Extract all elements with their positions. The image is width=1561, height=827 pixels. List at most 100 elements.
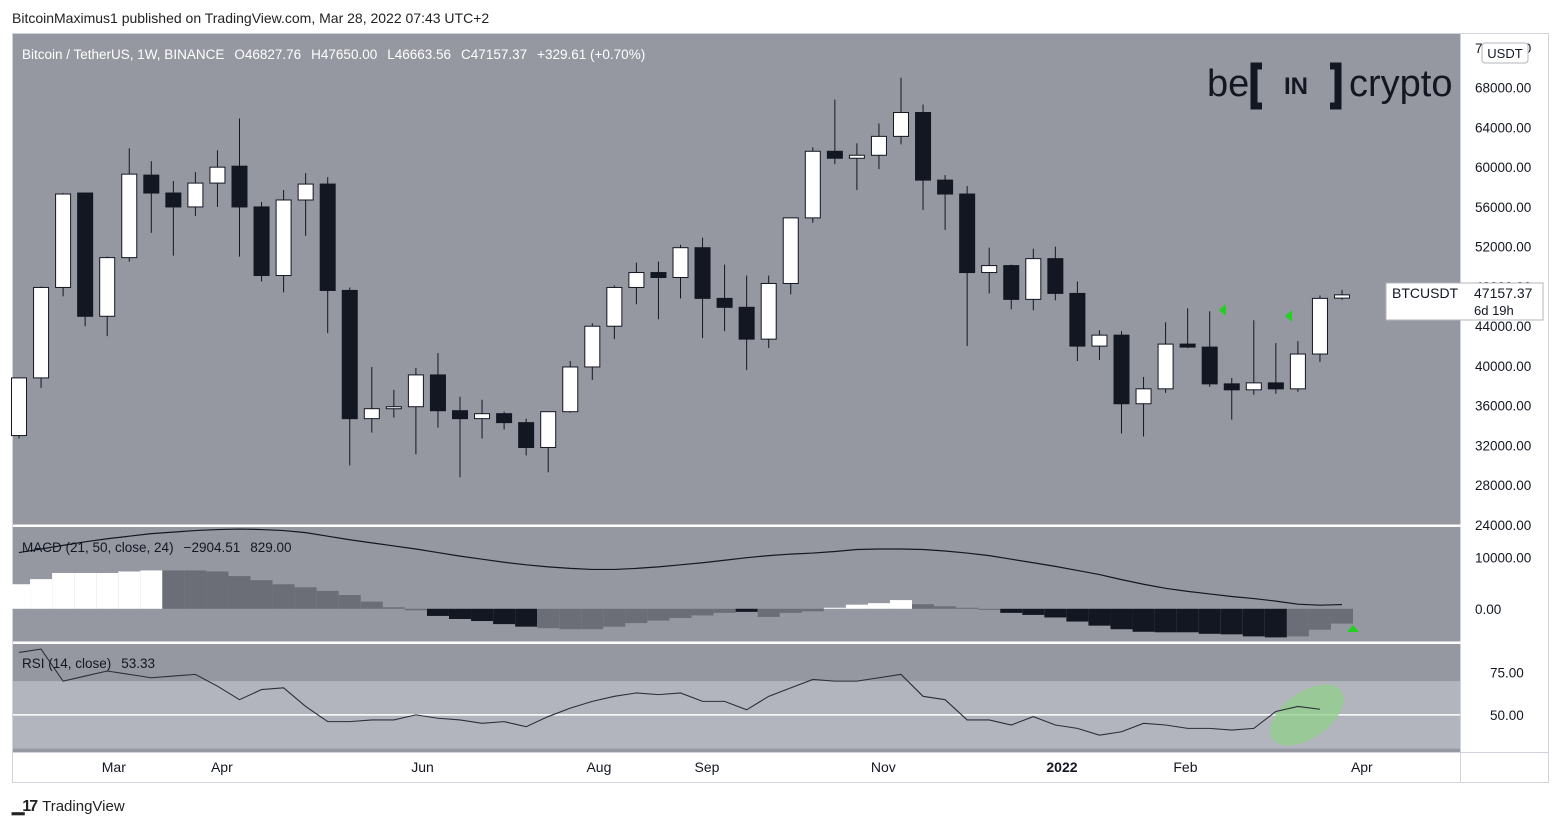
bear-candle	[231, 165, 248, 208]
bull-candle	[187, 182, 204, 208]
bull-candle	[1289, 353, 1306, 390]
last-price-label: BTCUSDT 47157.37 6d 19h	[1385, 282, 1544, 321]
price-tick-label: 44000.00	[1475, 319, 1531, 334]
bull-candle	[760, 282, 777, 340]
rsi-line	[18, 648, 1321, 736]
bear-candle	[253, 206, 270, 277]
bull-candle	[33, 286, 50, 379]
macd-histogram-bar	[1308, 608, 1331, 630]
macd-histogram-bar	[360, 601, 383, 609]
bear-candle	[1201, 346, 1218, 385]
bear-candle	[1179, 343, 1196, 348]
macd-histogram-bar	[30, 579, 53, 609]
macd-histogram-bar	[162, 570, 185, 609]
bull-candle	[1135, 388, 1152, 405]
bear-candle	[959, 193, 976, 274]
time-axis-label: Nov	[871, 759, 896, 775]
macd-histogram-bar	[250, 580, 273, 609]
time-axis-label: Sep	[694, 759, 719, 775]
macd-value: −2904.51	[184, 540, 241, 555]
time-axis-label: Apr	[211, 759, 233, 775]
bear-candle	[937, 179, 954, 195]
bull-candle	[55, 193, 72, 288]
bull-candle	[385, 406, 402, 410]
macd-histogram-bar	[272, 584, 295, 609]
macd-histogram-bar	[823, 607, 846, 609]
macd-histogram-bar	[779, 608, 802, 613]
time-axis-label: Jun	[411, 759, 434, 775]
macd-histogram-bar	[52, 573, 75, 609]
macd-tick-label: 0.00	[1475, 602, 1501, 617]
macd-histogram-bar	[867, 603, 890, 609]
rsi-tick-label: 75.00	[1490, 666, 1524, 681]
macd-signal-value: 829.00	[250, 540, 291, 555]
price-tick-label: 56000.00	[1475, 200, 1531, 215]
bear-candle	[1003, 265, 1020, 300]
rsi-tick-label: 50.00	[1490, 708, 1524, 723]
price-axis[interactable]	[1460, 34, 1548, 752]
footer-brand[interactable]: ▁17 TradingView	[12, 796, 125, 816]
bear-candle	[915, 112, 932, 181]
watermark-crypto: crypto	[1349, 63, 1452, 105]
watermark-brackets-icon	[1250, 62, 1342, 110]
watermark-be: be	[1207, 63, 1249, 105]
macd-legend: MACD (21, 50, close, 24) −2904.51 829.00	[22, 540, 292, 555]
macd-histogram-bar	[845, 604, 868, 609]
bull-candle	[1157, 343, 1174, 390]
bear-candle	[496, 413, 513, 424]
macd-histogram-bar	[956, 607, 979, 609]
bear-candle	[716, 297, 733, 308]
macd-histogram-bar	[493, 608, 516, 625]
macd-histogram-bar	[537, 608, 560, 629]
bull-candle	[606, 286, 623, 327]
macd-histogram-bar	[890, 600, 912, 609]
macd-histogram-bar	[515, 608, 538, 627]
macd-histogram-bar	[74, 573, 97, 609]
macd-histogram-bar	[1066, 608, 1089, 622]
macd-histogram-bar	[1264, 608, 1287, 638]
bear-candle	[738, 306, 755, 340]
bull-candle	[584, 325, 601, 368]
bull-candle	[209, 166, 226, 184]
bear-candle	[826, 150, 843, 159]
macd-histogram-bar	[1000, 608, 1023, 613]
macd-histogram-bar	[603, 608, 626, 627]
macd-histogram-bar	[228, 576, 251, 609]
bull-candle	[1311, 297, 1328, 355]
bull-candle	[672, 247, 689, 279]
bull-candle	[893, 112, 909, 137]
macd-histogram-bar	[96, 573, 119, 609]
bear-candle	[143, 174, 160, 194]
bull-candle	[804, 150, 821, 219]
macd-histogram-bar	[404, 608, 427, 611]
macd-histogram-bar	[1110, 608, 1133, 630]
macd-histogram-bar	[581, 608, 604, 630]
price-pane[interactable]	[13, 34, 1460, 525]
change-value: +329.61 (+0.70%)	[537, 47, 645, 62]
low-label: L	[387, 47, 395, 62]
close-label: C	[461, 47, 471, 62]
time-axis-label: Aug	[586, 759, 611, 775]
macd-histogram-bar	[1022, 608, 1045, 615]
macd-histogram-bar	[1242, 608, 1265, 637]
macd-histogram-bar	[691, 608, 714, 616]
bear-candle	[1223, 383, 1240, 391]
bear-candle	[694, 247, 711, 299]
macd-histogram-bar	[471, 608, 494, 622]
bear-candle	[429, 374, 446, 412]
macd-histogram-bar	[647, 608, 670, 621]
macd-cross-arrow-icon	[1347, 625, 1360, 632]
macd-histogram-bar	[978, 608, 1001, 610]
macd-histogram-bar	[316, 590, 339, 609]
macd-histogram-bar	[1132, 608, 1155, 632]
bull-candle	[474, 413, 491, 420]
high-label: H	[311, 47, 321, 62]
bear-candle	[518, 422, 535, 448]
currency-badge[interactable]	[1481, 42, 1529, 64]
bull-candle	[1245, 382, 1262, 391]
rsi-label: RSI (14, close)	[22, 656, 111, 671]
macd-histogram-bar	[1088, 608, 1111, 626]
bear-candle	[650, 272, 667, 279]
bear-candle	[1047, 258, 1064, 294]
price-tick-label: 28000.00	[1475, 478, 1531, 493]
